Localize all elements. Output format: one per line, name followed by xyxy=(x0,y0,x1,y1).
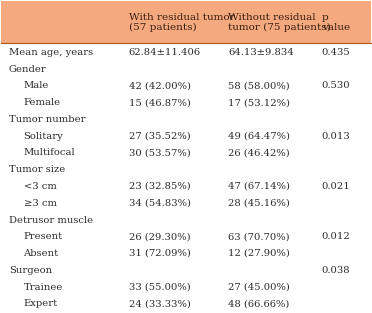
Text: 26 (29.30%): 26 (29.30%) xyxy=(129,232,190,241)
Text: 34 (54.83%): 34 (54.83%) xyxy=(129,199,191,208)
Text: 0.012: 0.012 xyxy=(322,232,351,241)
Text: 48 (66.66%): 48 (66.66%) xyxy=(228,299,290,308)
Text: 17 (53.12%): 17 (53.12%) xyxy=(228,98,291,107)
Text: 49 (64.47%): 49 (64.47%) xyxy=(228,132,291,141)
Text: 0.435: 0.435 xyxy=(322,48,351,57)
Text: 33 (55.00%): 33 (55.00%) xyxy=(129,283,190,291)
Text: 64.13±9.834: 64.13±9.834 xyxy=(228,48,294,57)
Text: p
value: p value xyxy=(322,13,350,32)
Text: Gender: Gender xyxy=(9,65,46,74)
Text: 26 (46.42%): 26 (46.42%) xyxy=(228,148,290,157)
Text: 27 (45.00%): 27 (45.00%) xyxy=(228,283,290,291)
Text: 62.84±11.406: 62.84±11.406 xyxy=(129,48,201,57)
FancyBboxPatch shape xyxy=(1,1,371,43)
Text: 0.013: 0.013 xyxy=(322,132,351,141)
Text: 15 (46.87%): 15 (46.87%) xyxy=(129,98,190,107)
Text: Tumor number: Tumor number xyxy=(9,115,85,124)
Text: 30 (53.57%): 30 (53.57%) xyxy=(129,148,190,157)
Text: 58 (58.00%): 58 (58.00%) xyxy=(228,81,290,90)
Text: Present: Present xyxy=(23,232,62,241)
Text: Trainee: Trainee xyxy=(23,283,63,291)
Text: Male: Male xyxy=(23,81,49,90)
Text: 0.021: 0.021 xyxy=(322,182,351,191)
Text: With residual tumor
(57 patients): With residual tumor (57 patients) xyxy=(129,13,234,32)
Text: 42 (42.00%): 42 (42.00%) xyxy=(129,81,191,90)
Text: Multifocal: Multifocal xyxy=(23,148,75,157)
Text: ≥3 cm: ≥3 cm xyxy=(23,199,57,208)
Text: 31 (72.09%): 31 (72.09%) xyxy=(129,249,190,258)
Text: Surgeon: Surgeon xyxy=(9,266,52,275)
Text: 63 (70.70%): 63 (70.70%) xyxy=(228,232,290,241)
Text: 47 (67.14%): 47 (67.14%) xyxy=(228,182,291,191)
Text: 0.038: 0.038 xyxy=(322,266,350,275)
Text: Without residual
tumor (75 patients): Without residual tumor (75 patients) xyxy=(228,13,331,32)
Text: Detrusor muscle: Detrusor muscle xyxy=(9,216,93,224)
Text: Female: Female xyxy=(23,98,61,107)
Text: Absent: Absent xyxy=(23,249,59,258)
Text: Mean age, years: Mean age, years xyxy=(9,48,93,57)
Text: Expert: Expert xyxy=(23,299,58,308)
Text: <3 cm: <3 cm xyxy=(23,182,57,191)
Text: 24 (33.33%): 24 (33.33%) xyxy=(129,299,190,308)
Text: Tumor size: Tumor size xyxy=(9,165,65,174)
Text: 0.530: 0.530 xyxy=(322,81,350,90)
Text: 27 (35.52%): 27 (35.52%) xyxy=(129,132,190,141)
Text: 12 (27.90%): 12 (27.90%) xyxy=(228,249,290,258)
Text: 28 (45.16%): 28 (45.16%) xyxy=(228,199,290,208)
Text: 23 (32.85%): 23 (32.85%) xyxy=(129,182,190,191)
Text: Solitary: Solitary xyxy=(23,132,63,141)
